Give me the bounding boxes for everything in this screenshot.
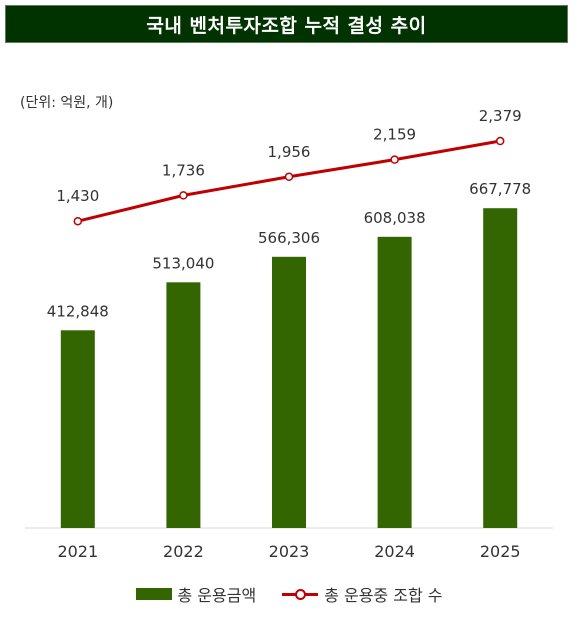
line-point [179,191,188,200]
line-point [284,172,294,182]
x-tick-label: 2022 [163,542,204,561]
legend-bar-swatch [135,588,172,600]
chart-title-bar: 국내 벤처투자조합 누적 결성 추이 [5,5,568,43]
legend-item-amount: 총 운용금액 [135,582,257,606]
legend-label-amount: 총 운용금액 [177,586,257,605]
legend-line-swatch [282,587,319,601]
line-value-label: 1,430 [56,187,99,205]
line-value-label: 2,159 [373,126,416,144]
unit-label: (단위: 억원, 개) [20,95,114,111]
line-point [390,155,399,164]
legend: 총 운용금액 총 운용중 조합 수 [0,580,578,608]
x-tick-label: 2021 [57,542,98,561]
line-value-label: 1,956 [268,143,311,161]
bar [377,236,412,528]
bar-value-label: 667,778 [469,180,531,198]
x-tick-label: 2024 [374,542,415,561]
line-value-label: 2,379 [479,107,522,125]
bar [483,208,518,528]
line-point [73,216,83,226]
bar [166,282,201,528]
bar-value-label: 513,040 [152,254,214,272]
bar-value-label: 412,848 [47,302,109,320]
line-point [495,136,505,146]
x-tick-label: 2025 [480,542,521,561]
line-value-label: 1,736 [162,161,205,179]
legend-label-count: 총 운용중 조합 수 [324,586,443,605]
legend-item-count: 총 운용중 조합 수 [282,582,443,606]
bar [272,256,306,528]
bar-value-label: 566,306 [258,229,320,247]
x-tick-label: 2023 [269,542,310,561]
chart-area: 412,848 2021 513,040 2022 566,306 2023 608,038… [25,107,553,561]
bar [60,330,95,528]
chart-title: 국내 벤처투자조합 누적 결성 추이 [146,14,427,37]
bar-value-label: 608,038 [364,209,426,227]
